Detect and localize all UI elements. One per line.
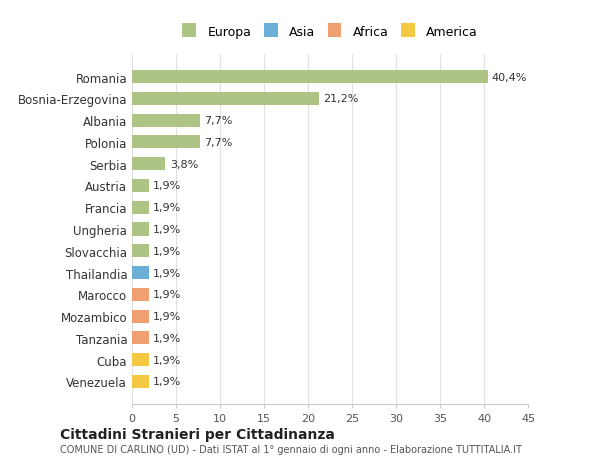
Bar: [132, 93, 319, 106]
Bar: [132, 179, 149, 193]
Bar: [132, 331, 149, 345]
Bar: [132, 136, 200, 149]
Legend: Europa, Asia, Africa, America: Europa, Asia, Africa, America: [182, 27, 478, 39]
Text: 21,2%: 21,2%: [323, 94, 358, 104]
Bar: [132, 375, 149, 388]
Text: 1,9%: 1,9%: [153, 246, 181, 256]
Text: 1,9%: 1,9%: [153, 290, 181, 300]
Bar: [132, 245, 149, 258]
Text: 40,4%: 40,4%: [492, 73, 527, 83]
Text: 1,9%: 1,9%: [153, 224, 181, 235]
Bar: [132, 353, 149, 366]
Text: 1,9%: 1,9%: [153, 355, 181, 365]
Text: 7,7%: 7,7%: [204, 138, 233, 148]
Bar: [132, 158, 166, 171]
Text: 1,9%: 1,9%: [153, 181, 181, 191]
Text: 1,9%: 1,9%: [153, 203, 181, 213]
Bar: [132, 266, 149, 280]
Bar: [132, 71, 488, 84]
Text: 1,9%: 1,9%: [153, 376, 181, 386]
Bar: [132, 288, 149, 301]
Text: 1,9%: 1,9%: [153, 311, 181, 321]
Text: COMUNE DI CARLINO (UD) - Dati ISTAT al 1° gennaio di ogni anno - Elaborazione TU: COMUNE DI CARLINO (UD) - Dati ISTAT al 1…: [60, 444, 522, 454]
Text: 1,9%: 1,9%: [153, 268, 181, 278]
Text: 1,9%: 1,9%: [153, 333, 181, 343]
Bar: [132, 201, 149, 214]
Bar: [132, 223, 149, 236]
Text: 3,8%: 3,8%: [170, 159, 198, 169]
Bar: [132, 310, 149, 323]
Text: Cittadini Stranieri per Cittadinanza: Cittadini Stranieri per Cittadinanza: [60, 427, 335, 442]
Text: 7,7%: 7,7%: [204, 116, 233, 126]
Bar: [132, 114, 200, 128]
